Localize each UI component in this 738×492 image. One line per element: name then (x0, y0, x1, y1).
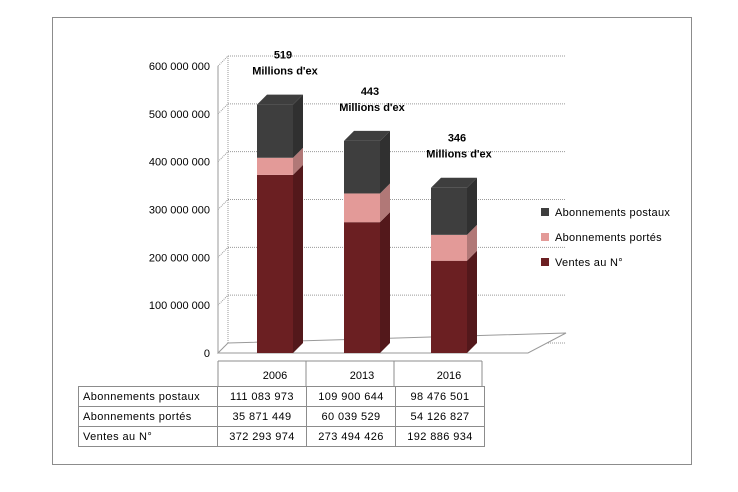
gridline-side (217, 151, 229, 163)
table-cell: 109 900 644 (306, 386, 396, 407)
gridline-side (217, 103, 229, 115)
bar-segment (431, 260, 467, 353)
table-row: Abonnements portés 35 871 449 60 039 529 54… (78, 406, 485, 427)
y-tick-label: 100 000 000 (149, 300, 210, 312)
y-tick-label: 300 000 000 (149, 205, 210, 217)
legend-label: Abonnements postaux (555, 207, 670, 219)
legend-label: Ventes au N° (555, 257, 623, 269)
bar-segment-side (293, 164, 303, 353)
stacked-bar-chart: 0 100 000 000 200 000 000 300 000 000 400 00… (149, 50, 670, 386)
table-row-label: Abonnements portés (78, 406, 218, 427)
gridline-side (217, 294, 229, 306)
bar-segment (257, 157, 293, 175)
bar-segment (344, 193, 380, 223)
bar-segment (257, 104, 293, 158)
bar-segment-side (467, 177, 477, 235)
y-tick-label: 500 000 000 (149, 109, 210, 121)
bar-segment (344, 222, 380, 353)
y-tick-label: 400 000 000 (149, 157, 210, 169)
bar-segment (344, 140, 380, 194)
bar-segment-side (467, 250, 477, 353)
y-tick-label: 600 000 000 (149, 61, 210, 73)
chart-floor (216, 332, 567, 354)
gridline-side (217, 199, 229, 210)
bar-segment (431, 234, 467, 261)
table-cell: 273 494 426 (306, 426, 396, 447)
bar-segment-top (344, 130, 390, 141)
legend-label: Abonnements portés (555, 232, 662, 244)
table-cell: 35 871 449 (217, 406, 307, 427)
bar-segment-top (257, 94, 303, 105)
legend-swatch (541, 258, 549, 266)
table-cell: 192 886 934 (395, 426, 485, 447)
annotation-unit: Millions d'ex (339, 102, 405, 114)
y-tick-label: 0 (204, 348, 210, 360)
annotation-number: 519 (274, 50, 292, 62)
bar-segment (431, 187, 467, 235)
annotation-number: 346 (448, 133, 466, 145)
legend-swatch (541, 233, 549, 241)
table-row-label: Abonnements postaux (78, 386, 218, 407)
table-cell: 54 126 827 (395, 406, 485, 427)
table-row-label: Ventes au N° (78, 426, 218, 447)
table-cell: 60 039 529 (306, 406, 396, 427)
annotation-unit: Millions d'ex (426, 149, 492, 161)
bar-segment-side (467, 224, 477, 261)
annotation-unit: Millions d'ex (252, 66, 318, 78)
table-cell: 372 293 974 (217, 426, 307, 447)
bar-segment-side (380, 212, 390, 353)
bar-segment (257, 174, 293, 353)
bar-segment-side (293, 147, 303, 175)
table-row: Ventes au N° 372 293 974 273 494 426 192 88… (78, 426, 485, 447)
x-category-label: 2016 (437, 370, 461, 382)
legend-swatch (541, 208, 549, 216)
bar-segment-side (380, 130, 390, 194)
data-table: Abonnements postaux 111 083 973 109 900 64… (78, 386, 485, 447)
bar-segment-side (293, 94, 303, 158)
chart-frame: 0 100 000 000 200 000 000 300 000 000 400 00… (52, 17, 692, 465)
bar-segment-top (431, 177, 477, 188)
annotation-number: 443 (361, 86, 379, 98)
gridline-side (217, 55, 229, 67)
table-cell: 111 083 973 (217, 386, 307, 407)
gridline-side (217, 246, 229, 258)
table-row: Abonnements postaux 111 083 973 109 900 64… (78, 386, 485, 407)
y-tick-label: 200 000 000 (149, 252, 210, 264)
bar-segment-side (380, 183, 390, 223)
table-cell: 98 476 501 (395, 386, 485, 407)
x-category-label: 2013 (350, 370, 374, 382)
x-category-label: 2006 (263, 370, 287, 382)
